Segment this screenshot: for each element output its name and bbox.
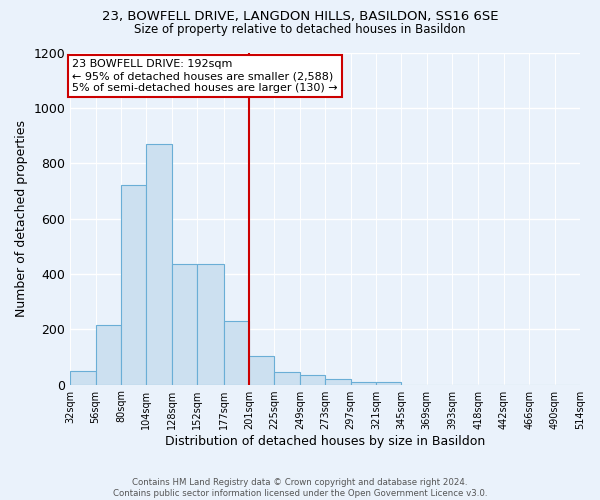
Bar	[350, 382, 376, 384]
X-axis label: Distribution of detached houses by size in Basildon: Distribution of detached houses by size …	[165, 434, 485, 448]
Text: 23 BOWFELL DRIVE: 192sqm
← 95% of detached houses are smaller (2,588)
5% of semi: 23 BOWFELL DRIVE: 192sqm ← 95% of detach…	[73, 60, 338, 92]
Bar	[274, 372, 300, 384]
Bar	[146, 144, 172, 384]
Bar	[249, 356, 274, 384]
Bar	[95, 325, 121, 384]
Bar	[172, 264, 197, 384]
Bar	[325, 379, 350, 384]
Text: Size of property relative to detached houses in Basildon: Size of property relative to detached ho…	[134, 22, 466, 36]
Y-axis label: Number of detached properties: Number of detached properties	[15, 120, 28, 317]
Text: Contains HM Land Registry data © Crown copyright and database right 2024.
Contai: Contains HM Land Registry data © Crown c…	[113, 478, 487, 498]
Bar	[197, 264, 224, 384]
Bar	[376, 382, 401, 384]
Bar	[121, 186, 146, 384]
Bar	[300, 375, 325, 384]
Bar	[70, 370, 95, 384]
Bar	[224, 321, 249, 384]
Text: 23, BOWFELL DRIVE, LANGDON HILLS, BASILDON, SS16 6SE: 23, BOWFELL DRIVE, LANGDON HILLS, BASILD…	[102, 10, 498, 23]
